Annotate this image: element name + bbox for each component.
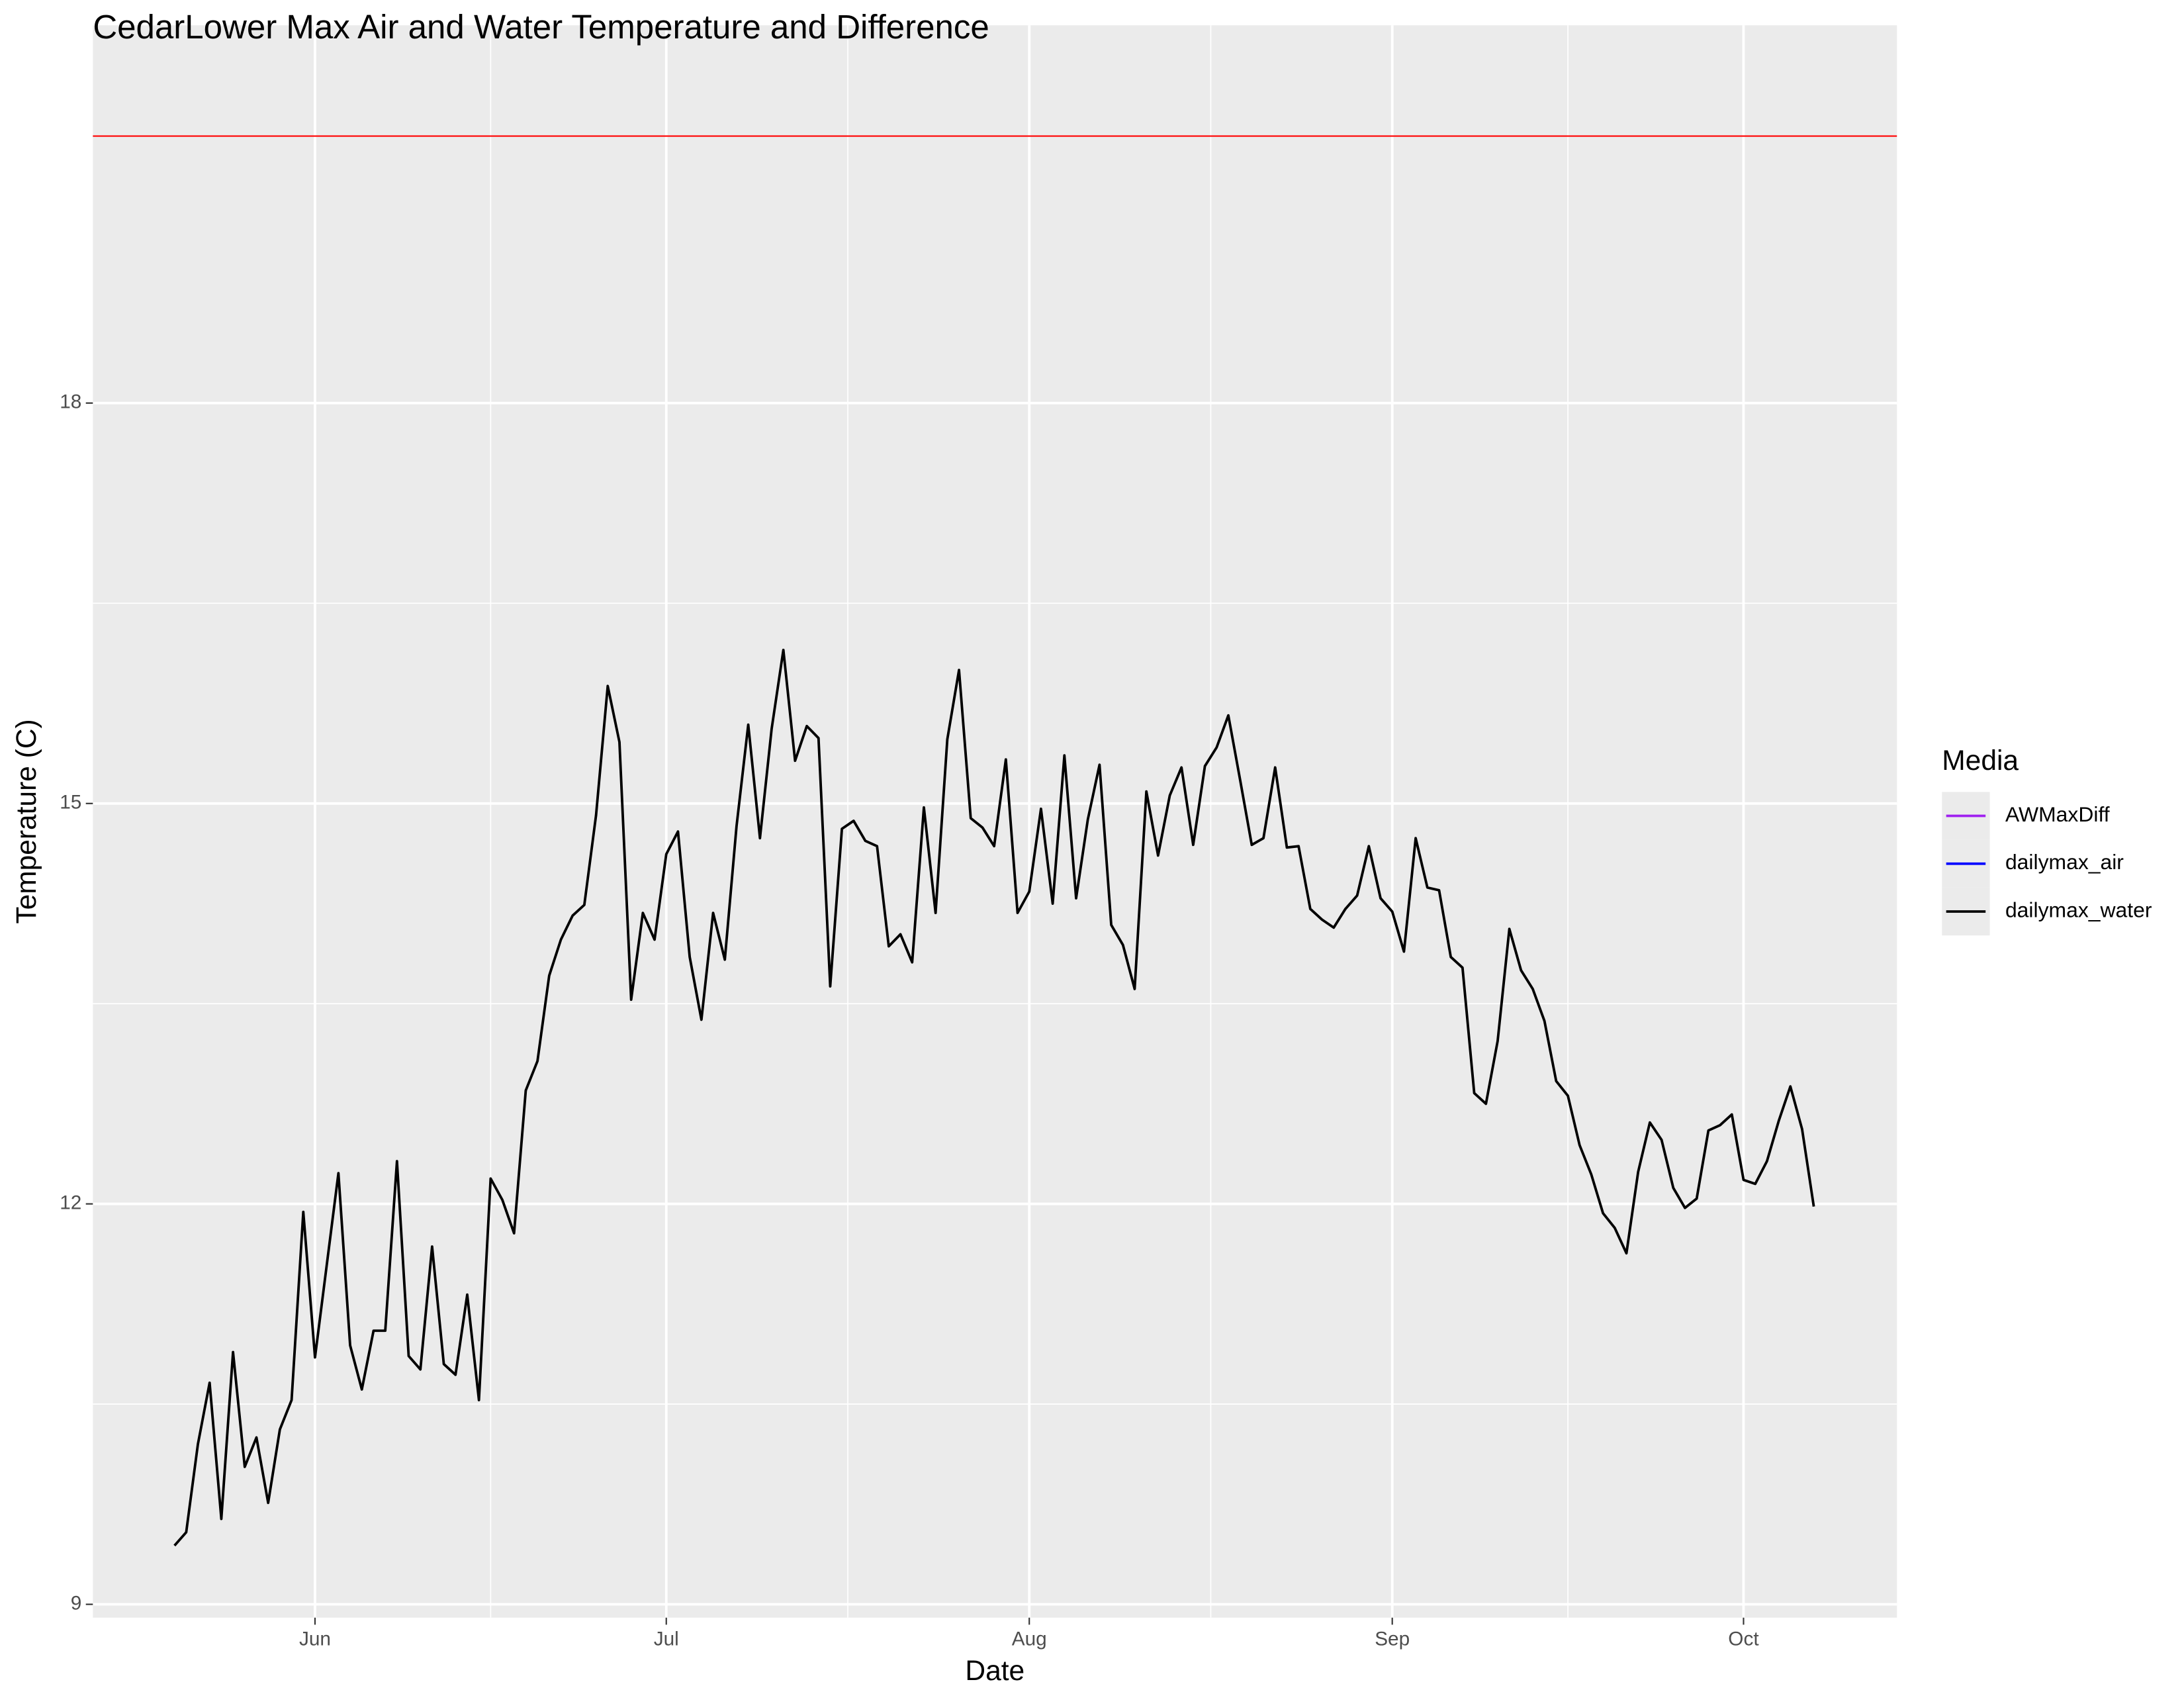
x-tick-label: Jul: [654, 1628, 679, 1650]
panel: [93, 25, 1897, 1618]
y-tick-label: 15: [60, 792, 81, 814]
legend-title: Media: [1942, 745, 2019, 776]
series-line: [173, 648, 1815, 1547]
marks: [93, 135, 1897, 1547]
legend-label: dailymax_water: [2005, 898, 2152, 921]
y-axis-title: Temperature (C): [11, 719, 42, 923]
x-axis-title: Date: [965, 1656, 1024, 1687]
legend: AWMaxDiff dailymax_air dailymax_water: [1942, 792, 2152, 936]
x-tick-label: Oct: [1728, 1628, 1759, 1650]
chart-title: CedarLower Max Air and Water Temperature…: [93, 8, 989, 46]
x-tick-label: Jun: [299, 1628, 331, 1650]
x-tick-label: Aug: [1012, 1628, 1047, 1650]
y-tick-label: 9: [71, 1592, 82, 1614]
legend-label: dailymax_air: [2005, 850, 2124, 874]
legend-label: AWMaxDiff: [2005, 802, 2110, 826]
y-tick-label: 18: [60, 391, 81, 413]
x-tick-label: Sep: [1375, 1628, 1410, 1650]
y-tick-label: 12: [60, 1192, 81, 1214]
